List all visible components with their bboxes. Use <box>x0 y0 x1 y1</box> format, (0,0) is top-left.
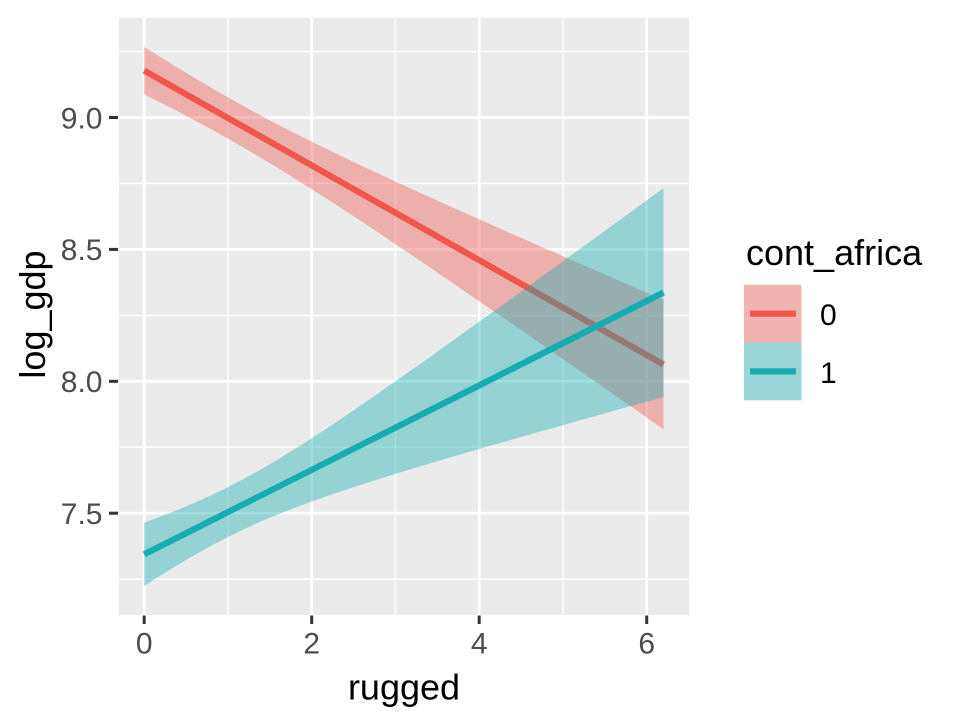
svg-text:8.0: 8.0 <box>61 366 103 399</box>
svg-text:7.5: 7.5 <box>61 498 103 531</box>
svg-text:log_gdp: log_gdp <box>12 250 53 378</box>
svg-text:0: 0 <box>820 299 837 332</box>
svg-text:rugged: rugged <box>348 667 460 708</box>
svg-text:4: 4 <box>471 628 488 661</box>
svg-text:0: 0 <box>136 628 153 661</box>
svg-text:8.5: 8.5 <box>61 234 103 267</box>
svg-text:2: 2 <box>303 628 320 661</box>
svg-text:cont_africa: cont_africa <box>746 232 923 273</box>
svg-text:6: 6 <box>638 628 655 661</box>
svg-text:1: 1 <box>820 357 837 390</box>
svg-text:9.0: 9.0 <box>61 102 103 135</box>
